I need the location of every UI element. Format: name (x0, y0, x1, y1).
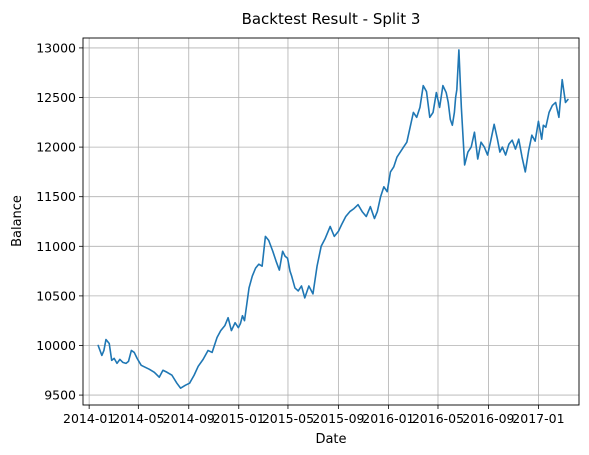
axis-ticks: 2014-012014-052014-092015-012015-052015-… (36, 40, 564, 426)
x-tick-label: 2015-09 (312, 411, 364, 426)
y-tick-label: 11500 (36, 189, 76, 204)
balance-series-line (97, 49, 569, 389)
y-tick-label: 12500 (36, 90, 76, 105)
y-tick-label: 10500 (36, 288, 76, 303)
y-tick-label: 10000 (36, 338, 76, 353)
x-tick-label: 2017-01 (512, 411, 564, 426)
plot-frame (82, 37, 580, 406)
x-tick-label: 2016-09 (462, 411, 514, 426)
x-tick-label: 2015-01 (213, 411, 265, 426)
x-tick-label: 2014-09 (163, 411, 215, 426)
x-tick-label: 2014-01 (63, 411, 115, 426)
x-tick-label: 2016-05 (412, 411, 464, 426)
x-axis-label: Date (315, 432, 346, 447)
y-tick-label: 13000 (36, 40, 76, 55)
x-tick-label: 2014-05 (112, 411, 164, 426)
y-tick-label: 9500 (44, 388, 76, 403)
plot-data (97, 49, 569, 389)
y-tick-label: 11000 (36, 239, 76, 254)
x-tick-label: 2015-05 (262, 411, 314, 426)
y-tick-label: 12000 (36, 140, 76, 155)
x-tick-label: 2016-01 (362, 411, 414, 426)
chart-title: Backtest Result - Split 3 (242, 10, 421, 28)
y-axis-label: Balance (10, 195, 25, 247)
grid (83, 38, 579, 405)
